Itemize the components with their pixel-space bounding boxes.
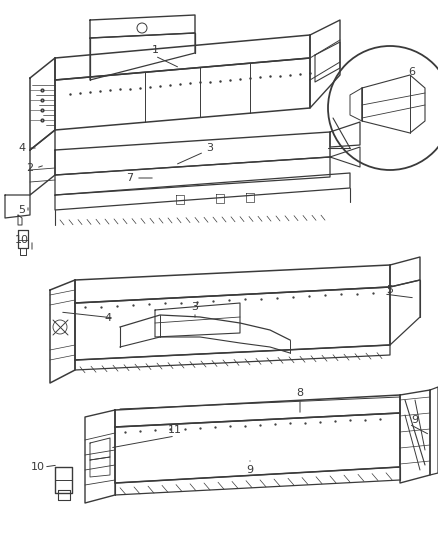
Text: 9: 9 [247,465,254,475]
Text: 4: 4 [18,143,25,153]
Text: 10: 10 [31,462,45,472]
Text: 3: 3 [206,143,213,153]
Text: 11: 11 [168,425,182,435]
Text: 8: 8 [297,388,304,398]
Text: 1: 1 [152,45,159,55]
Text: 10: 10 [15,235,29,245]
Text: 3: 3 [191,302,198,312]
Text: 5: 5 [386,285,393,295]
Text: 5: 5 [18,205,25,215]
Text: 6: 6 [409,67,416,77]
Text: 2: 2 [26,163,34,173]
Text: 9: 9 [411,415,419,425]
Text: 7: 7 [127,173,134,183]
Text: 4: 4 [104,313,112,323]
